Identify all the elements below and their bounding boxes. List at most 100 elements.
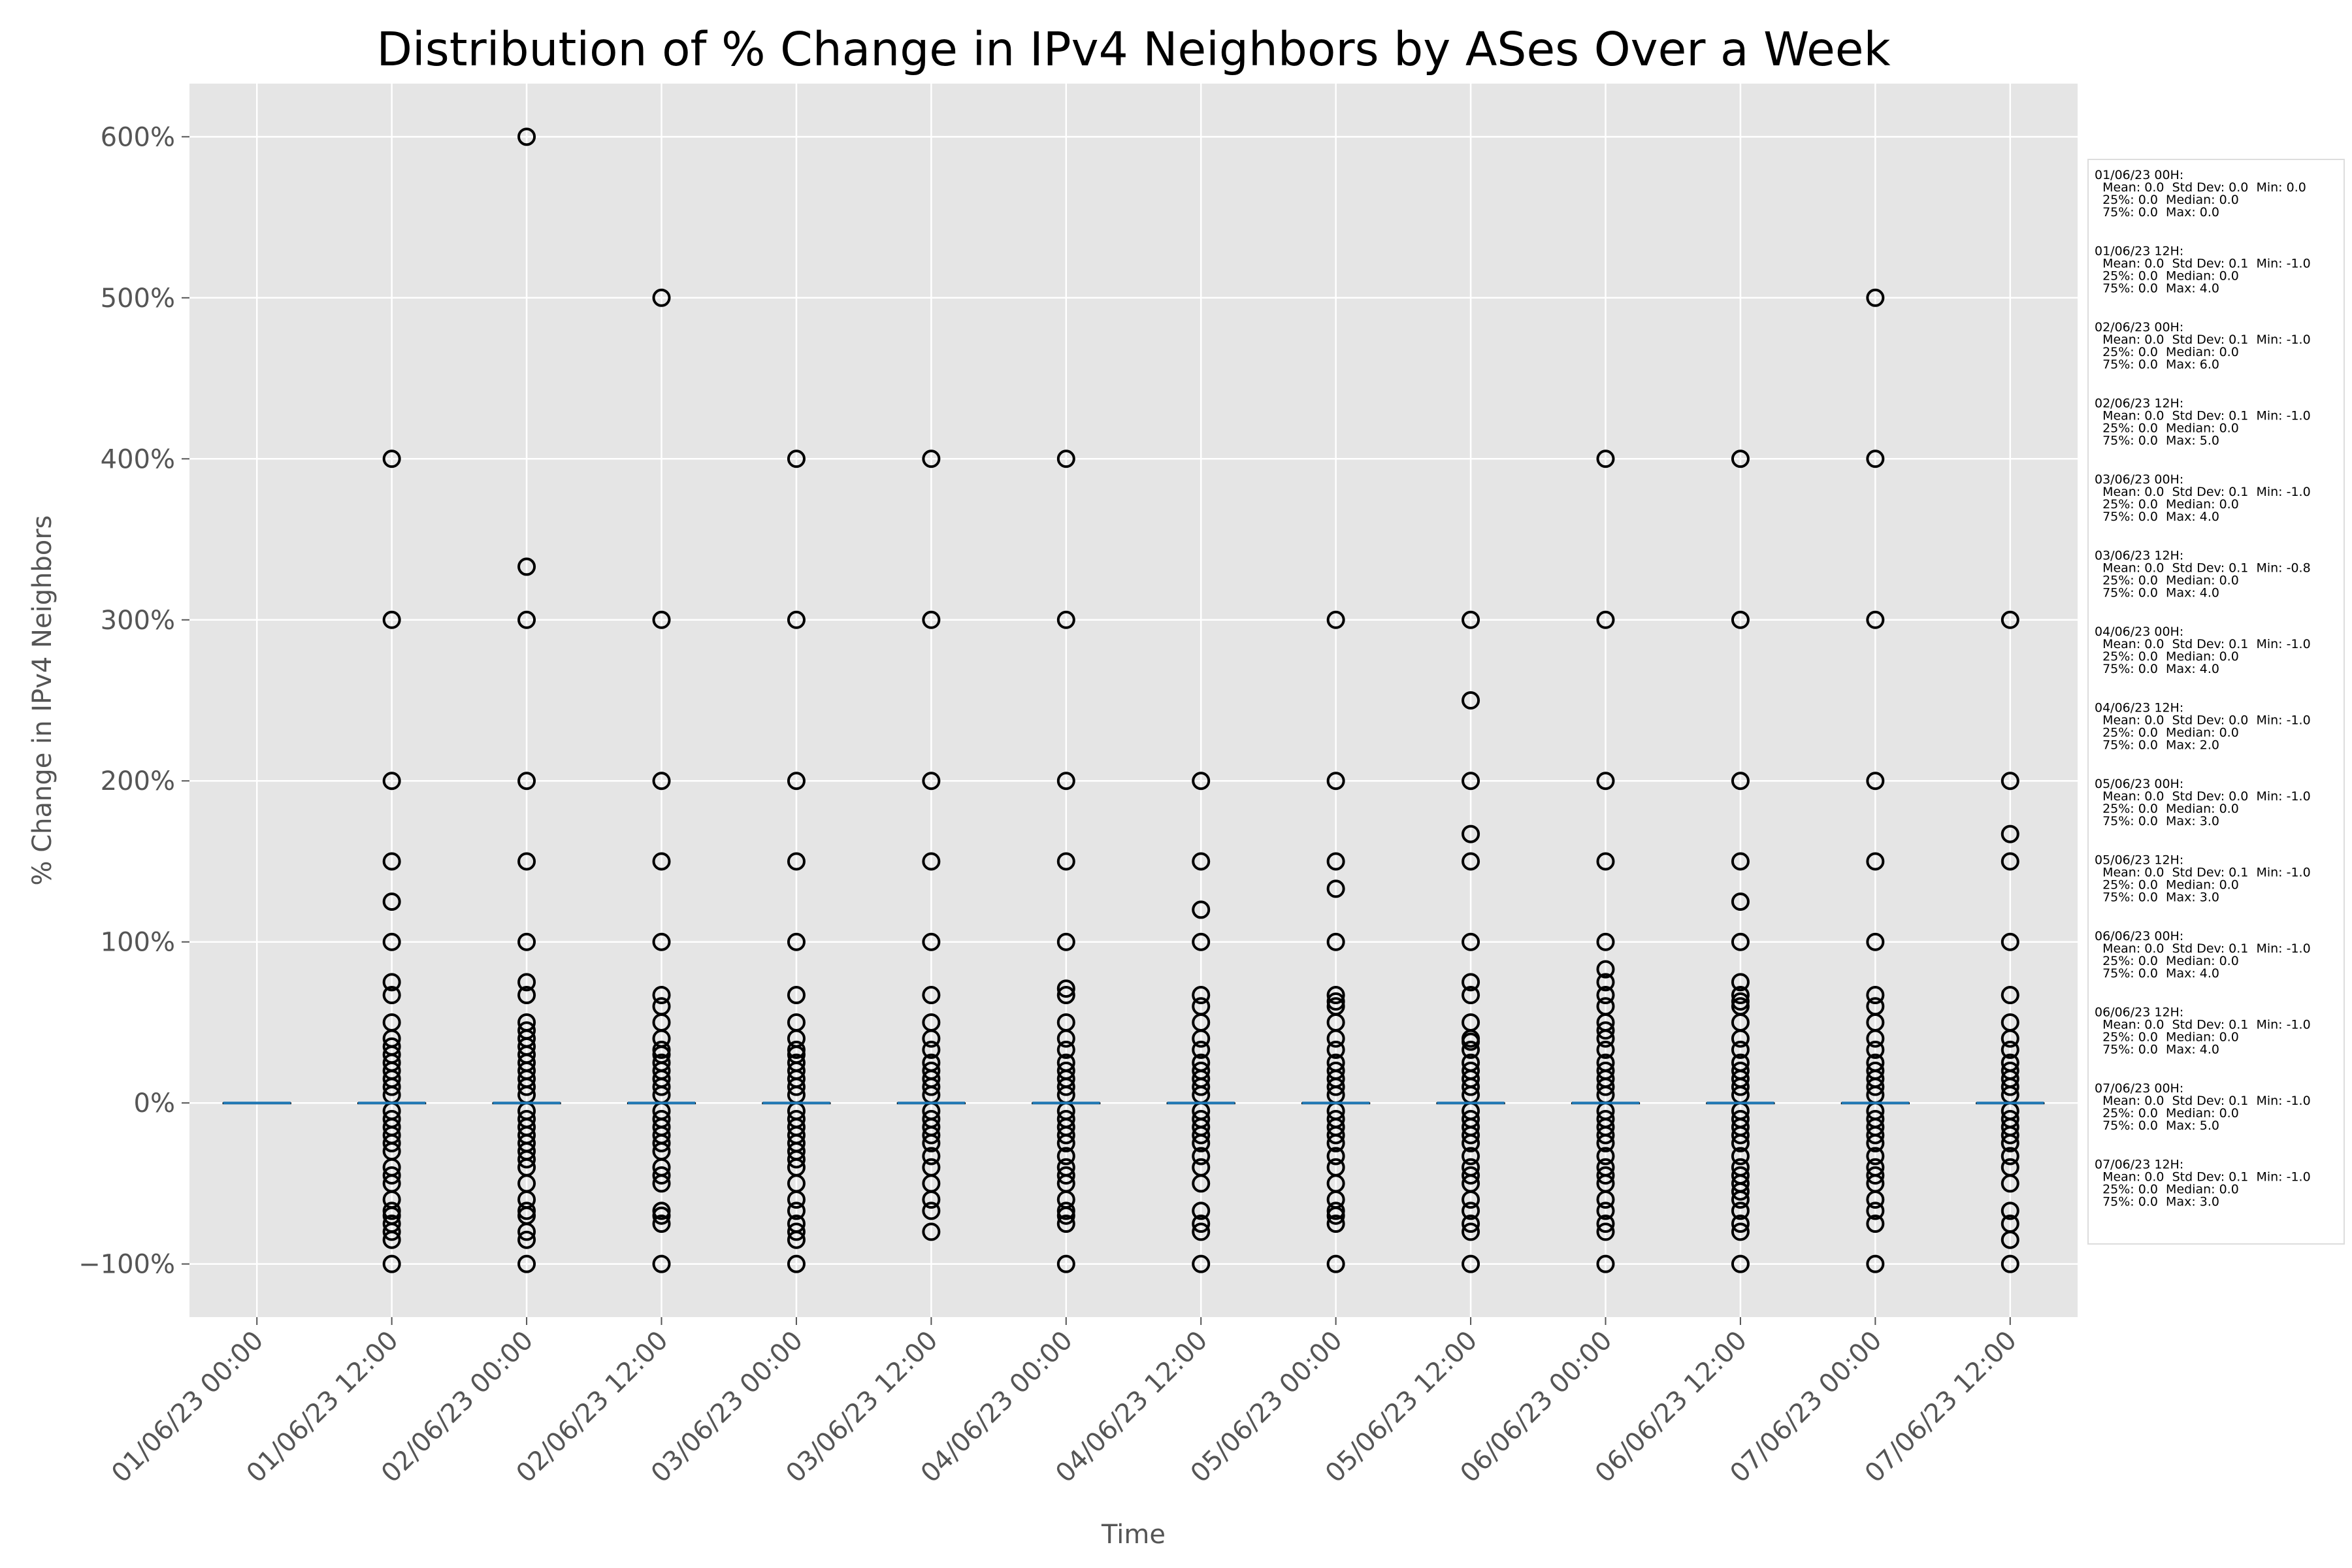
outlier-point — [1866, 1134, 1885, 1152]
outlier-point — [652, 1206, 671, 1225]
outlier-point — [382, 852, 401, 871]
outlier-point — [1866, 1040, 1885, 1059]
outlier-point — [1462, 852, 1480, 871]
box-8 — [1301, 610, 1371, 1273]
outlier-point — [1866, 449, 1885, 468]
outlier-point — [2001, 1201, 2019, 1220]
outlier-point — [787, 1077, 806, 1096]
outlier-point — [1326, 879, 1345, 898]
outlier-point — [1866, 1166, 1885, 1185]
outlier-point — [1326, 992, 1345, 1011]
outlier-point — [922, 1029, 941, 1048]
outlier-point — [1866, 1201, 1885, 1220]
stats-box-frame — [2087, 159, 2345, 1245]
outlier-point — [1596, 1215, 1615, 1233]
box-10 — [1571, 449, 1641, 1273]
stats-line: 75%: 0.0 Max: 4.0 — [2095, 510, 2219, 524]
outlier-point — [1192, 1201, 1211, 1220]
outlier-point — [787, 932, 806, 951]
stats-line: Mean: 0.0 Std Dev: 0.1 Min: -1.0 — [2095, 257, 2311, 271]
outlier-point — [517, 557, 536, 576]
outlier-point — [1192, 1077, 1211, 1096]
outlier-point — [1462, 691, 1480, 710]
box-6 — [1032, 449, 1101, 1273]
stats-line: 05/06/23 00H: — [2095, 777, 2183, 791]
stats-line: 03/06/23 12H: — [2095, 549, 2183, 563]
stats-line: 75%: 0.0 Max: 4.0 — [2095, 966, 2219, 981]
outlier-point — [2001, 852, 2019, 871]
outlier-point — [922, 449, 941, 468]
outlier-point — [1866, 610, 1885, 629]
outlier-point — [1192, 900, 1211, 919]
outlier-point — [517, 127, 536, 146]
y-tick-label: −100% — [78, 1250, 175, 1280]
outlier-point — [382, 772, 401, 791]
outlier-point — [787, 1040, 806, 1059]
outlier-point — [1056, 1147, 1075, 1166]
outlier-point — [1192, 1254, 1211, 1273]
outlier-point — [1596, 960, 1615, 979]
outlier-point — [787, 1230, 806, 1249]
outlier-point — [1326, 932, 1345, 951]
outlier-point — [1731, 772, 1750, 791]
outlier-point — [922, 1190, 941, 1209]
outlier-point — [652, 772, 671, 791]
stats-line: Mean: 0.0 Std Dev: 0.1 Min: -1.0 — [2095, 1094, 2311, 1108]
stats-line: 75%: 0.0 Max: 6.0 — [2095, 357, 2219, 372]
outlier-point — [1056, 1254, 1075, 1273]
outlier-point — [652, 1077, 671, 1096]
outlier-point — [922, 1147, 941, 1166]
outlier-point — [922, 1077, 941, 1096]
outlier-point — [1462, 1040, 1480, 1059]
outlier-point — [2001, 986, 2019, 1005]
stats-line: 04/06/23 12H: — [2095, 701, 2183, 715]
outlier-point — [1056, 1077, 1075, 1096]
outlier-point — [1596, 1166, 1615, 1185]
outlier-point — [1596, 1126, 1615, 1145]
stats-line: 07/06/23 12H: — [2095, 1158, 2183, 1172]
outlier-point — [1326, 986, 1345, 1005]
outlier-point — [1462, 610, 1480, 629]
outlier-point — [382, 1077, 401, 1096]
outlier-point — [1462, 1254, 1480, 1273]
outlier-point — [1462, 1126, 1480, 1145]
outlier-point — [1462, 932, 1480, 951]
outlier-point — [517, 1150, 536, 1169]
stats-line: Mean: 0.0 Std Dev: 0.1 Min: -1.0 — [2095, 637, 2311, 651]
outlier-point — [1596, 449, 1615, 468]
box-3 — [627, 288, 696, 1273]
outlier-point — [1192, 1147, 1211, 1166]
y-tick-label: 100% — [101, 928, 175, 958]
y-tick-label: 200% — [101, 766, 175, 796]
stats-line: 25%: 0.0 Median: 0.0 — [2095, 269, 2239, 284]
outlier-point — [1866, 1029, 1885, 1048]
outlier-point — [517, 610, 536, 629]
outlier-point — [652, 852, 671, 871]
outlier-point — [1462, 1032, 1480, 1051]
stats-line: 75%: 0.0 Max: 0.0 — [2095, 205, 2219, 220]
stats-line: Mean: 0.0 Std Dev: 0.1 Min: -1.0 — [2095, 941, 2311, 956]
outlier-point — [2001, 772, 2019, 791]
outlier-point — [1462, 1222, 1480, 1241]
stats-line: 75%: 0.0 Max: 3.0 — [2095, 1195, 2219, 1209]
outlier-point — [652, 610, 671, 629]
stats-line: 25%: 0.0 Median: 0.0 — [2095, 1183, 2239, 1197]
stats-line: 07/06/23 00H: — [2095, 1081, 2183, 1096]
stats-line: 02/06/23 00H: — [2095, 320, 2183, 335]
stats-line: 25%: 0.0 Median: 0.0 — [2095, 421, 2239, 436]
outlier-point — [1056, 979, 1075, 998]
outlier-point — [382, 932, 401, 951]
outlier-point — [1326, 1077, 1345, 1096]
outlier-point — [1596, 1077, 1615, 1096]
outlier-point — [1866, 772, 1885, 791]
outlier-point — [1056, 1201, 1075, 1220]
outlier-point — [1056, 1126, 1075, 1145]
outlier-point — [787, 852, 806, 871]
stats-line: 75%: 0.0 Max: 2.0 — [2095, 738, 2219, 753]
outlier-point — [2001, 932, 2019, 951]
outlier-point — [382, 449, 401, 468]
outlier-point — [922, 1222, 941, 1241]
outlier-point — [1731, 852, 1750, 871]
outlier-point — [922, 932, 941, 951]
